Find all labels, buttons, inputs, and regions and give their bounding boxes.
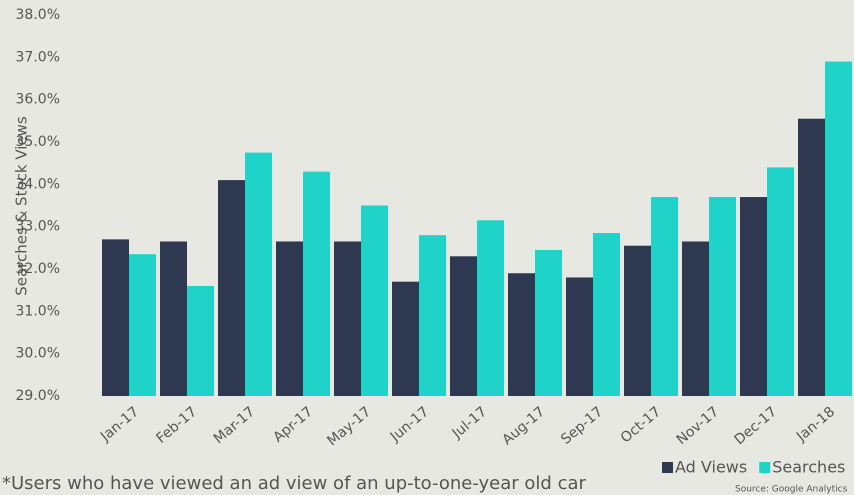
x-tick-label: Sep-17	[558, 404, 606, 448]
y-tick-label: 32.0%	[16, 261, 60, 277]
bar	[245, 152, 272, 396]
bar	[624, 245, 651, 396]
x-tick-label: May-17	[324, 404, 374, 449]
y-tick-label: 36.0%	[16, 92, 60, 108]
x-tick-label: Dec-17	[732, 404, 781, 448]
bar	[593, 233, 620, 396]
bar	[825, 61, 852, 397]
bar	[187, 285, 214, 396]
x-tick-label: Jun-17	[387, 404, 432, 446]
y-tick-label: 37.0%	[16, 49, 60, 65]
x-tick-label: Aug-17	[499, 404, 548, 449]
x-tick-label: Jan-17	[97, 404, 142, 445]
bar	[566, 277, 593, 396]
x-tick-label: Feb-17	[153, 404, 200, 447]
y-tick-label: 33.0%	[16, 219, 60, 235]
x-tick-label: Apr-17	[270, 404, 316, 446]
bar	[361, 205, 388, 396]
bar	[334, 241, 361, 396]
y-tick-label: 34.0%	[16, 176, 60, 192]
legend-label: Searches	[772, 458, 845, 477]
y-tick-label: 31.0%	[16, 303, 60, 319]
bar	[535, 249, 562, 396]
bar	[682, 241, 709, 396]
footnote: *Users who have viewed an ad view of an …	[2, 473, 586, 494]
y-tick-label: 29.0%	[16, 388, 60, 404]
bar	[651, 197, 678, 396]
bar	[767, 167, 794, 396]
bar	[303, 171, 330, 396]
x-tick-label: Jan-18	[793, 404, 838, 445]
bar	[392, 281, 419, 396]
y-tick-label: 38.0%	[16, 7, 60, 23]
bar	[129, 254, 156, 396]
bar	[798, 118, 825, 396]
bar	[508, 273, 535, 396]
bar	[450, 256, 477, 396]
x-tick-label: Oct-17	[618, 404, 664, 447]
x-tick-label: Jul-17	[449, 404, 491, 442]
y-tick-label: 35.0%	[16, 134, 60, 150]
x-tick-label: Nov-17	[674, 404, 722, 448]
legend-swatch	[662, 462, 673, 473]
bar	[419, 235, 446, 396]
y-axis-title: Searches & Stock Views	[13, 116, 31, 296]
bar	[709, 197, 736, 396]
source: Source: Google Analytics	[735, 485, 848, 495]
legend-label: Ad Views	[675, 458, 747, 477]
bar	[160, 241, 187, 396]
bar	[102, 239, 129, 396]
bar	[740, 197, 767, 396]
bar	[477, 220, 504, 396]
x-tick-label: Mar-17	[211, 404, 258, 447]
y-tick-label: 30.0%	[16, 346, 60, 362]
legend-swatch	[759, 462, 771, 473]
bar	[276, 241, 303, 396]
bar	[218, 180, 245, 396]
